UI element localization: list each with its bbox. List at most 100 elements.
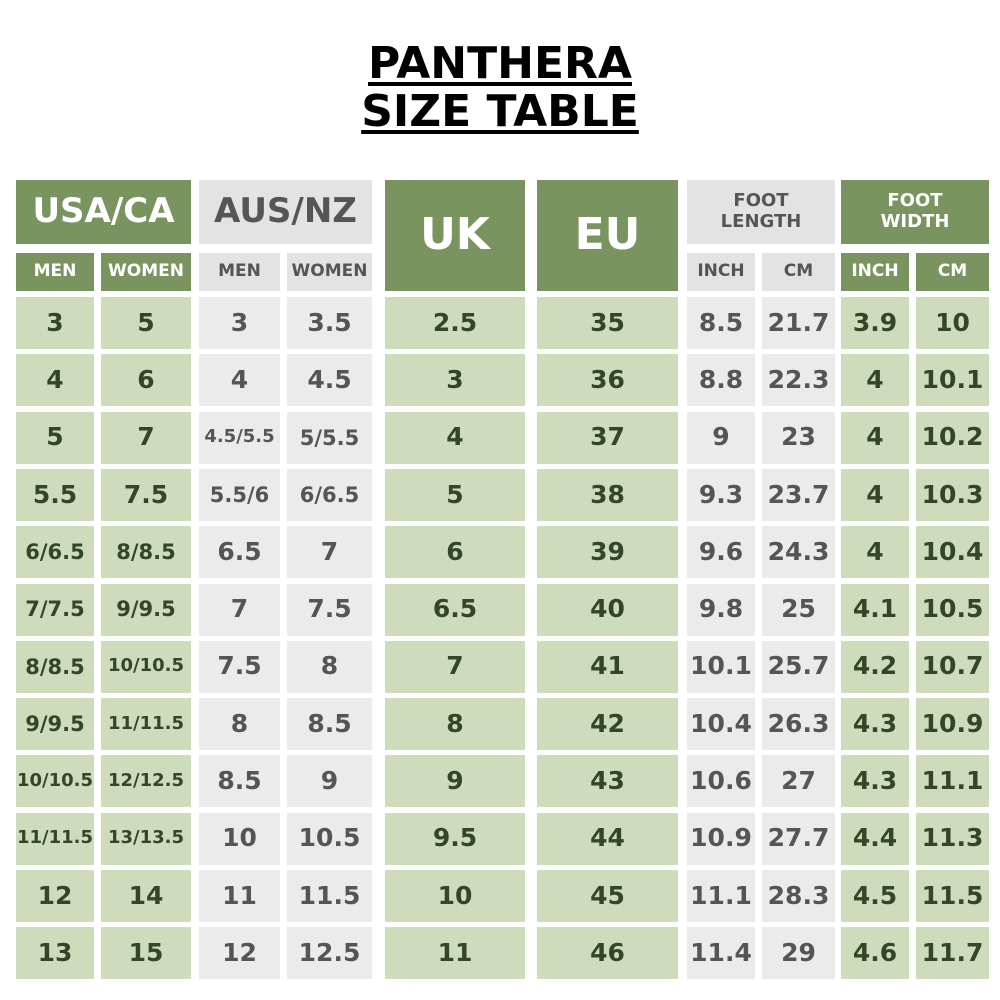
size-cell: 13	[16, 927, 94, 980]
size-cell: 3.5	[287, 297, 372, 349]
size-cell: 11.4	[687, 927, 755, 980]
size-cell: 25.7	[762, 640, 835, 693]
size-cell: 4.6	[841, 927, 909, 980]
size-cell: 10.9	[916, 698, 989, 751]
size-cell: 4.5	[287, 354, 372, 407]
group-header: FOOT LENGTH	[687, 180, 835, 244]
size-cell: 12	[16, 870, 94, 922]
size-cell: 45	[537, 870, 678, 922]
size-cell: 13/13.5	[101, 812, 191, 865]
size-cell: 8.8	[687, 354, 755, 407]
size-cell: 23	[762, 411, 835, 464]
size-cell: 9.6	[687, 526, 755, 579]
size-cell: 9	[287, 755, 372, 808]
size-cell: 11	[199, 870, 280, 922]
size-cell: 29	[762, 927, 835, 980]
size-cell: 9.8	[687, 583, 755, 636]
size-cell: 9.5	[385, 812, 525, 865]
size-cell: 6.5	[199, 526, 280, 579]
size-cell: 10.9	[687, 812, 755, 865]
size-cell: 15	[101, 927, 191, 980]
size-cell: 10/10.5	[16, 755, 94, 808]
sub-header: CM	[762, 253, 835, 291]
size-cell: 9/9.5	[101, 583, 191, 636]
size-cell: 11.5	[916, 870, 989, 922]
size-cell: 7.5	[199, 640, 280, 693]
size-cell: 3	[199, 297, 280, 349]
group-header: UK	[385, 180, 525, 291]
size-cell: 4.3	[841, 698, 909, 751]
size-cell: 12.5	[287, 927, 372, 980]
size-cell: 4.4	[841, 812, 909, 865]
size-cell: 4	[841, 354, 909, 407]
size-cell: 5	[16, 411, 94, 464]
size-cell: 22.3	[762, 354, 835, 407]
size-cell: 10.5	[916, 583, 989, 636]
size-cell: 4	[385, 411, 525, 464]
size-cell: 27	[762, 755, 835, 808]
group-header: FOOT WIDTH	[841, 180, 989, 244]
size-cell: 4.2	[841, 640, 909, 693]
size-cell: 6/6.5	[287, 468, 372, 521]
size-cell: 39	[537, 526, 678, 579]
size-cell: 14	[101, 870, 191, 922]
size-cell: 5.5	[16, 468, 94, 521]
size-cell: 8	[287, 640, 372, 693]
size-cell: 8/8.5	[101, 526, 191, 579]
size-cell: 10	[916, 297, 989, 349]
size-cell: 6	[385, 526, 525, 579]
size-cell: 10.6	[687, 755, 755, 808]
size-cell: 23.7	[762, 468, 835, 521]
size-cell: 5	[385, 468, 525, 521]
size-cell: 3.9	[841, 297, 909, 349]
size-cell: 7.5	[287, 583, 372, 636]
size-cell: 4.5	[841, 870, 909, 922]
size-cell: 10.5	[287, 812, 372, 865]
size-cell: 6.5	[385, 583, 525, 636]
size-cell: 10.7	[916, 640, 989, 693]
size-cell: 7	[287, 526, 372, 579]
title-line: PANTHERA	[368, 38, 632, 89]
size-cell: 3	[385, 354, 525, 407]
size-cell: 4	[841, 468, 909, 521]
size-cell: 5.5/6	[199, 468, 280, 521]
size-cell: 10.4	[687, 698, 755, 751]
size-cell: 11.3	[916, 812, 989, 865]
size-cell: 9/9.5	[16, 698, 94, 751]
size-cell: 11/11.5	[101, 698, 191, 751]
size-cell: 10.3	[916, 468, 989, 521]
size-cell: 11.1	[687, 870, 755, 922]
size-cell: 9	[385, 755, 525, 808]
size-cell: 8/8.5	[16, 640, 94, 693]
size-cell: 44	[537, 812, 678, 865]
size-cell: 8	[199, 698, 280, 751]
size-cell: 3	[16, 297, 94, 349]
size-cell: 4	[841, 411, 909, 464]
size-cell: 4	[841, 526, 909, 579]
size-cell: 6/6.5	[16, 526, 94, 579]
size-cell: 7.5	[101, 468, 191, 521]
group-header: USA/CA	[16, 180, 191, 244]
size-cell: 8	[385, 698, 525, 751]
size-cell: 7	[101, 411, 191, 464]
size-cell: 12/12.5	[101, 755, 191, 808]
size-cell: 10.4	[916, 526, 989, 579]
size-cell: 4.3	[841, 755, 909, 808]
group-header: AUS/NZ	[199, 180, 372, 244]
size-cell: 24.3	[762, 526, 835, 579]
size-cell: 9.3	[687, 468, 755, 521]
size-cell: 11/11.5	[16, 812, 94, 865]
sub-header: MEN	[16, 253, 94, 291]
size-cell: 5	[101, 297, 191, 349]
sub-header: WOMEN	[287, 253, 372, 291]
size-cell: 10	[199, 812, 280, 865]
group-header: EU	[537, 180, 678, 291]
size-cell: 8.5	[287, 698, 372, 751]
size-cell: 21.7	[762, 297, 835, 349]
size-cell: 43	[537, 755, 678, 808]
sub-header: INCH	[687, 253, 755, 291]
size-cell: 8.5	[199, 755, 280, 808]
size-cell: 28.3	[762, 870, 835, 922]
sub-header: WOMEN	[101, 253, 191, 291]
size-cell: 10.2	[916, 411, 989, 464]
